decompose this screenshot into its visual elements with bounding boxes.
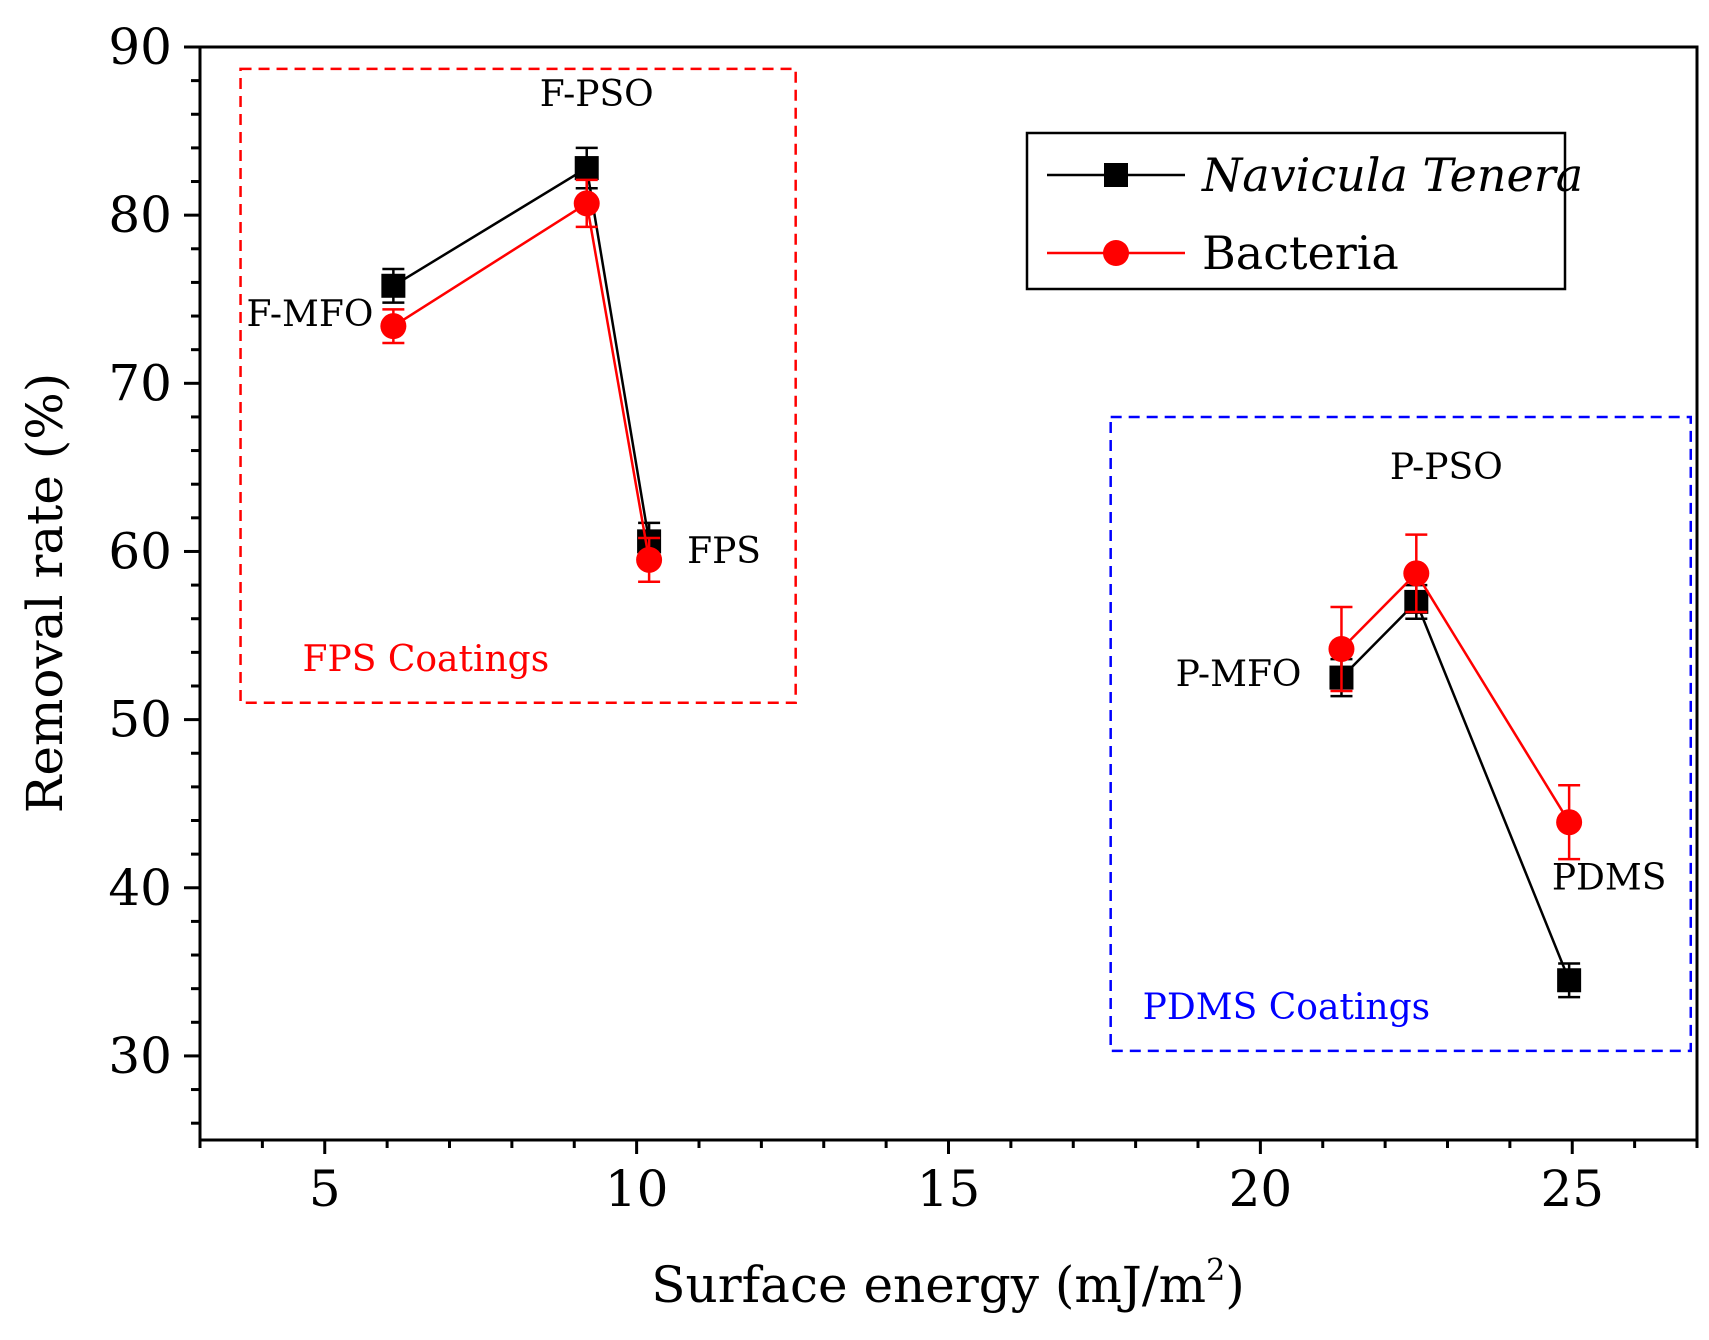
data-point	[573, 190, 600, 217]
data-point	[574, 156, 599, 181]
y-tick-label: 30	[108, 1027, 172, 1085]
y-tick-label: 70	[108, 354, 172, 412]
data-point	[380, 313, 407, 340]
data-point	[1557, 968, 1582, 993]
legend-marker-1	[1103, 240, 1129, 266]
data-point	[1328, 635, 1355, 662]
data-point	[1403, 560, 1430, 587]
y-tick-label: 80	[108, 186, 172, 244]
point-label: FPS	[687, 531, 761, 572]
point-label: P-MFO	[1176, 654, 1302, 695]
x-tick-label: 10	[605, 1160, 669, 1218]
y-tick-label: 60	[108, 522, 172, 580]
group-box-0	[239, 67, 797, 705]
data-series	[380, 146, 1583, 999]
group-label-0: FPS Coatings	[303, 639, 550, 680]
legend-label-0: Navicula Tenera	[1201, 148, 1583, 202]
group-box-1	[1109, 415, 1693, 1053]
x-axis-title-superscript: 2	[1206, 1253, 1225, 1288]
y-tick-label: 90	[108, 18, 172, 76]
coating-groups: FPS Coatings PDMS Coatings	[239, 67, 1693, 1053]
legend-entries: Navicula Tenera Bacteria	[1047, 148, 1583, 280]
x-tick-label: 5	[309, 1160, 341, 1218]
x-axis-title-end: )	[1225, 1256, 1245, 1314]
x-tick-label: 20	[1229, 1160, 1293, 1218]
point-label: F-PSO	[540, 74, 654, 115]
x-tick-label: 15	[917, 1160, 981, 1218]
x-tick-label: 25	[1540, 1160, 1604, 1218]
axis-ticks	[184, 45, 1699, 1154]
legend-marker-0	[1104, 163, 1128, 187]
axis-tick-labels: 5 10 15 20 25 30 40 50 60 70 80 90	[108, 18, 1604, 1218]
data-point	[636, 546, 663, 573]
data-point	[1556, 809, 1583, 836]
y-axis-title: Removal rate (%)	[16, 373, 74, 814]
x-axis-title-main: Surface energy (mJ/m	[651, 1256, 1206, 1314]
x-axis-title: Surface energy (mJ/m2)	[651, 1253, 1244, 1314]
legend-label-1: Bacteria	[1202, 226, 1399, 280]
y-tick-label: 50	[108, 691, 172, 749]
point-label: F-MFO	[246, 294, 373, 335]
series-1	[380, 178, 1583, 861]
y-tick-label: 40	[108, 859, 172, 917]
group-label-1: PDMS Coatings	[1143, 987, 1430, 1028]
point-labels: F-MFO F-PSO FPS P-MFO P-PSO PDMS	[246, 74, 1666, 899]
legend: Navicula Tenera Bacteria	[1025, 131, 1583, 291]
point-label: PDMS	[1552, 857, 1667, 898]
point-label: P-PSO	[1390, 447, 1503, 488]
data-point	[381, 273, 406, 298]
